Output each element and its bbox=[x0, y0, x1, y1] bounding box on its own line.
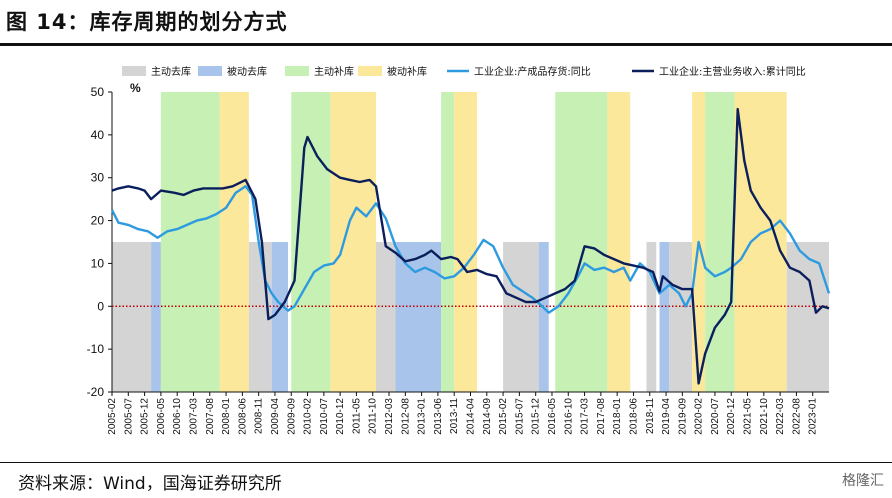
x-tick-label: 2012-03 bbox=[384, 398, 395, 435]
x-tick-label: 2014-09 bbox=[482, 398, 493, 435]
phase-band-active-destock bbox=[112, 242, 152, 392]
source-note: 资料来源：Wind，国海证券研究所 bbox=[18, 474, 282, 494]
phase-band-passive-destock bbox=[659, 242, 670, 392]
x-tick-label: 2010-02 bbox=[303, 398, 314, 435]
phase-band-passive-restock bbox=[607, 92, 631, 392]
x-tick-label: 2023-01 bbox=[808, 398, 819, 435]
x-tick-label: 2017-08 bbox=[596, 398, 607, 435]
phase-band-active-destock bbox=[669, 242, 693, 392]
y-tick-label: -10 bbox=[87, 342, 105, 356]
figure-title: 图 14：库存周期的划分方式 bbox=[6, 10, 288, 34]
phase-band-active-restock bbox=[160, 92, 220, 392]
x-tick-label: 2013-11 bbox=[449, 398, 460, 434]
x-tick-label: 2008-06 bbox=[237, 398, 248, 435]
x-tick-label: 2011-05 bbox=[351, 398, 362, 434]
x-tick-label: 2005-07 bbox=[123, 398, 134, 435]
x-tick-label: 2020-12 bbox=[726, 398, 737, 435]
phase-band-active-restock bbox=[441, 92, 455, 392]
title-divider bbox=[0, 43, 892, 46]
y-tick-label: 10 bbox=[91, 256, 105, 270]
x-tick-label: 2010-12 bbox=[335, 398, 346, 435]
x-tick-label: 2019-09 bbox=[677, 398, 688, 435]
phase-band-passive-destock bbox=[271, 242, 288, 392]
x-tick-label: 2005-12 bbox=[140, 398, 151, 435]
phase-band-active-restock bbox=[555, 92, 608, 392]
series-line-revenue-line bbox=[111, 107, 830, 385]
x-tick-label: 2016-05 bbox=[547, 398, 558, 435]
x-tick-label: 2005-02 bbox=[107, 398, 118, 435]
series-lines bbox=[110, 107, 831, 385]
x-tick-label: 2013-01 bbox=[417, 398, 428, 435]
x-tick-label: 2015-07 bbox=[514, 398, 525, 435]
x-tick-label: 2020-07 bbox=[710, 398, 721, 435]
x-tick-label: 2015-12 bbox=[531, 398, 542, 435]
x-tick-label: 2012-08 bbox=[400, 398, 411, 435]
x-tick-label: 2018-11 bbox=[645, 398, 656, 434]
inventory-cycle-chart: -20 -10 0 10 20 30 40 50 % 2005-02 2005-07 2005-12 2… bbox=[87, 65, 831, 435]
legend-swatch-passive-restock bbox=[358, 66, 382, 76]
watermark: 格隆汇 bbox=[842, 473, 884, 489]
x-tick-label: 2019-04 bbox=[661, 398, 672, 435]
phase-band-active-destock bbox=[503, 242, 539, 392]
phase-band-passive-destock bbox=[395, 242, 442, 392]
phase-band-active-restock bbox=[705, 92, 735, 392]
legend-label-passive-destock: 被动去库 bbox=[227, 65, 267, 78]
x-tick-label: 2011-10 bbox=[368, 398, 379, 434]
legend-label-passive-restock: 被动补库 bbox=[387, 65, 427, 78]
legend-swatch-passive-destock bbox=[198, 66, 222, 76]
x-tick-label: 2022-08 bbox=[791, 398, 802, 435]
phase-band-passive-destock bbox=[538, 242, 549, 392]
x-tick-label: 2021-05 bbox=[743, 398, 754, 435]
x-tick-label: 2021-10 bbox=[759, 398, 770, 435]
x-tick-label: 2020-02 bbox=[694, 398, 705, 435]
x-tick-label: 2008-11 bbox=[254, 398, 265, 434]
x-tick-label: 2008-01 bbox=[221, 398, 232, 435]
legend-label-revenue-line: 工业企业:主营业务收入:累计同比 bbox=[659, 65, 806, 78]
phase-band-active-destock bbox=[375, 242, 396, 392]
x-tick-label: 2015-02 bbox=[498, 398, 509, 435]
x-tick-label: 2010-07 bbox=[319, 398, 330, 435]
phase-band-passive-destock bbox=[151, 242, 161, 392]
x-tick-label: 2014-04 bbox=[466, 398, 477, 435]
y-tick-label: 30 bbox=[91, 171, 105, 185]
y-tick-label: 0 bbox=[97, 299, 104, 313]
y-unit-label: % bbox=[130, 81, 141, 95]
x-tick-label: 2022-03 bbox=[775, 398, 786, 435]
phase-band-active-destock bbox=[646, 242, 657, 392]
legend-label-active-restock: 主动补库 bbox=[314, 65, 354, 78]
footer-divider bbox=[0, 462, 892, 463]
phase-band-active-destock bbox=[786, 242, 829, 392]
phase-bands bbox=[112, 92, 829, 392]
legend-swatch-active-restock bbox=[285, 66, 309, 76]
x-tick-label: 2007-03 bbox=[188, 398, 199, 435]
x-tick-label: 2009-09 bbox=[286, 398, 297, 435]
legend-label-active-destock: 主动去库 bbox=[151, 65, 191, 78]
x-tick-label: 2018-06 bbox=[628, 398, 639, 435]
x-tick-label: 2013-06 bbox=[433, 398, 444, 435]
x-tick-label: 2006-05 bbox=[156, 398, 167, 435]
y-tick-label: 40 bbox=[91, 128, 105, 142]
phase-band-passive-restock bbox=[330, 92, 376, 392]
legend-label-inventory-line: 工业企业:产成品存货:同比 bbox=[474, 65, 591, 78]
x-tick-label: 2016-10 bbox=[563, 398, 574, 435]
axes: -20 -10 0 10 20 30 40 50 % 2005-02 2005-07 2005-12 2… bbox=[87, 81, 829, 435]
series-line-inventory-line bbox=[110, 185, 831, 314]
x-tick-label: 2017-03 bbox=[580, 398, 591, 435]
y-tick-label: 50 bbox=[91, 85, 105, 99]
y-tick-label: -20 bbox=[87, 385, 105, 399]
legend: 主动去库 被动去库 主动补库 被动补库 工业企业:产成品存货:同比 工业企业:主营业务收入… bbox=[122, 65, 806, 78]
y-tick-label: 20 bbox=[91, 214, 105, 228]
x-tick-label: 2009-04 bbox=[270, 398, 281, 435]
x-tick-label: 2006-10 bbox=[172, 398, 183, 435]
x-tick-label: 2007-08 bbox=[205, 398, 216, 435]
phase-band-passive-restock bbox=[219, 92, 249, 392]
x-tick-label: 2018-01 bbox=[612, 398, 623, 435]
phase-band-passive-restock bbox=[454, 92, 478, 392]
legend-swatch-active-destock bbox=[122, 66, 146, 76]
